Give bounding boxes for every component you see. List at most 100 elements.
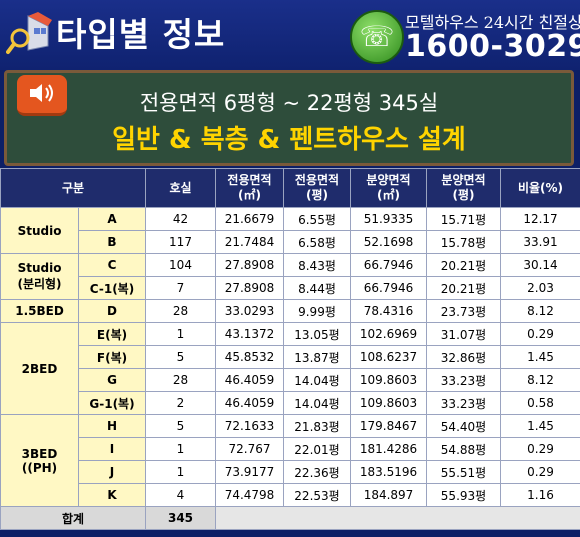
area-m2-cell: 72.1633: [215, 414, 284, 438]
area-py-cell: 14.04평: [283, 368, 351, 392]
area-py-cell: 21.83평: [283, 414, 351, 438]
sale-py-cell: 55.93평: [426, 483, 501, 507]
table-row: K 4 74.4798 22.53평 184.897 55.93평 1.16: [1, 483, 580, 507]
area-m2-cell: 21.6679: [215, 207, 284, 231]
phone-number[interactable]: 1600-3029: [405, 29, 580, 64]
table-row: 3BED ((PH) H 5 72.1633 21.83평 179.8467 54.40평 1.…: [0, 414, 580, 507]
units-cell: 104: [145, 253, 216, 277]
consult-text: 모텔하우스 24시간 친절상담: [405, 13, 580, 32]
col-header-sale-m2: 분양면적 (㎡): [350, 168, 427, 208]
ratio-cell: 1.45: [500, 414, 580, 438]
sale-m2-cell: 66.7946: [350, 253, 427, 277]
area-py-cell: 8.44평: [283, 276, 351, 300]
table-row: G 28 46.4059 14.04평 109.8603 33.23평 8.12: [1, 368, 580, 392]
sale-py-cell: 23.73평: [426, 299, 501, 323]
area-m2-cell: 72.767: [215, 437, 284, 461]
units-cell: 28: [145, 368, 216, 392]
sale-m2-cell: 51.9335: [350, 207, 427, 231]
phone-icon: ☏: [350, 10, 404, 64]
type-cell: C-1(복): [78, 276, 146, 300]
ratio-cell: 30.14: [500, 253, 580, 277]
area-m2-cell: 46.4059: [215, 391, 284, 415]
area-m2-cell: 45.8532: [215, 345, 284, 369]
sale-py-cell: 32.86평: [426, 345, 501, 369]
sale-m2-cell: 78.4316: [350, 299, 427, 323]
speaker-icon: [17, 75, 67, 116]
area-py-cell: 22.01평: [283, 437, 351, 461]
table-row: G-1(복) 2 46.4059 14.04평 109.8603 33.23평 0.58: [1, 391, 580, 415]
table-row: F(복) 5 45.8532 13.87평 108.6237 32.86평 1.45: [1, 345, 580, 369]
total-units: 345: [145, 506, 216, 530]
sale-m2-cell: 109.8603: [350, 391, 427, 415]
area-py-cell: 13.87평: [283, 345, 351, 369]
col-header-area-m2: 전용면적 (㎡): [215, 168, 284, 208]
units-cell: 5: [145, 345, 216, 369]
header-bar: 타입별 정보 ☏ 모텔하우스 24시간 친절상담 1600-3029: [0, 0, 580, 70]
table-row: B 117 21.7484 6.58평 52.1698 15.78평 33.91: [1, 230, 580, 254]
units-cell: 1: [145, 322, 216, 346]
table-row: 1.5BED D 28 33.0293 9.99평 78.4316 23.73평 8.12: [0, 299, 580, 323]
units-cell: 2: [145, 391, 216, 415]
sale-m2-cell: 52.1698: [350, 230, 427, 254]
units-cell: 28: [145, 299, 216, 323]
total-row: 합계 345: [0, 506, 580, 530]
units-cell: 5: [145, 414, 216, 438]
area-m2-cell: 46.4059: [215, 368, 284, 392]
sale-py-cell: 20.21평: [426, 253, 501, 277]
sale-m2-cell: 181.4286: [350, 437, 427, 461]
units-cell: 1: [145, 437, 216, 461]
sale-py-cell: 33.23평: [426, 391, 501, 415]
area-py-cell: 6.55평: [283, 207, 351, 231]
units-cell: 4: [145, 483, 216, 507]
sale-py-cell: 33.23평: [426, 368, 501, 392]
type-cell: H: [78, 414, 146, 438]
group-label: Studio (분리형): [0, 253, 79, 300]
ratio-cell: 0.29: [500, 322, 580, 346]
units-cell: 42: [145, 207, 216, 231]
sale-m2-cell: 184.897: [350, 483, 427, 507]
banner-headline: 일반 & 복층 & 펜트하우스 설계: [112, 125, 466, 155]
type-cell: G-1(복): [78, 391, 146, 415]
col-header-category: 구분: [0, 168, 146, 208]
type-cell: I: [78, 437, 146, 461]
type-cell: E(복): [78, 322, 146, 346]
sale-py-cell: 20.21평: [426, 276, 501, 300]
type-cell: A: [78, 207, 146, 231]
sale-py-cell: 15.71평: [426, 207, 501, 231]
sale-py-cell: 54.88평: [426, 437, 501, 461]
total-blank: [215, 506, 580, 530]
ratio-cell: 0.29: [500, 437, 580, 461]
type-cell: B: [78, 230, 146, 254]
table-row: 2BED E(복) 1 43.1372 13.05평 102.6969 31.07평 0.29: [0, 322, 580, 415]
type-cell: G: [78, 368, 146, 392]
area-py-cell: 14.04평: [283, 391, 351, 415]
ratio-cell: 33.91: [500, 230, 580, 254]
area-py-cell: 6.58평: [283, 230, 351, 254]
table-row: Studio A 42 21.6679 6.55평 51.9335 15.71평 12.17: [0, 207, 580, 254]
sale-py-cell: 55.51평: [426, 460, 501, 484]
area-m2-cell: 27.8908: [215, 276, 284, 300]
col-header-sale-py: 분양면적 (평): [426, 168, 501, 208]
type-cell: D: [78, 299, 146, 323]
ratio-cell: 1.45: [500, 345, 580, 369]
sale-m2-cell: 108.6237: [350, 345, 427, 369]
sale-m2-cell: 102.6969: [350, 322, 427, 346]
area-py-cell: 22.53평: [283, 483, 351, 507]
ratio-cell: 8.12: [500, 299, 580, 323]
ratio-cell: 0.29: [500, 460, 580, 484]
table-row: C-1(복) 7 27.8908 8.44평 66.7946 20.21평 2.03: [1, 276, 580, 300]
ratio-cell: 1.16: [500, 483, 580, 507]
ratio-cell: 12.17: [500, 207, 580, 231]
units-cell: 7: [145, 276, 216, 300]
info-banner: 전용면적 6평형 ~ 22평형 345실 일반 & 복층 & 펜트하우스 설계: [4, 70, 574, 166]
group-label: 2BED: [0, 322, 79, 415]
type-cell: C: [78, 253, 146, 277]
area-m2-cell: 21.7484: [215, 230, 284, 254]
area-m2-cell: 73.9177: [215, 460, 284, 484]
area-py-cell: 22.36평: [283, 460, 351, 484]
total-label: 합계: [0, 506, 146, 530]
type-cell: K: [78, 483, 146, 507]
ratio-cell: 0.58: [500, 391, 580, 415]
area-m2-cell: 74.4798: [215, 483, 284, 507]
area-py-cell: 13.05평: [283, 322, 351, 346]
